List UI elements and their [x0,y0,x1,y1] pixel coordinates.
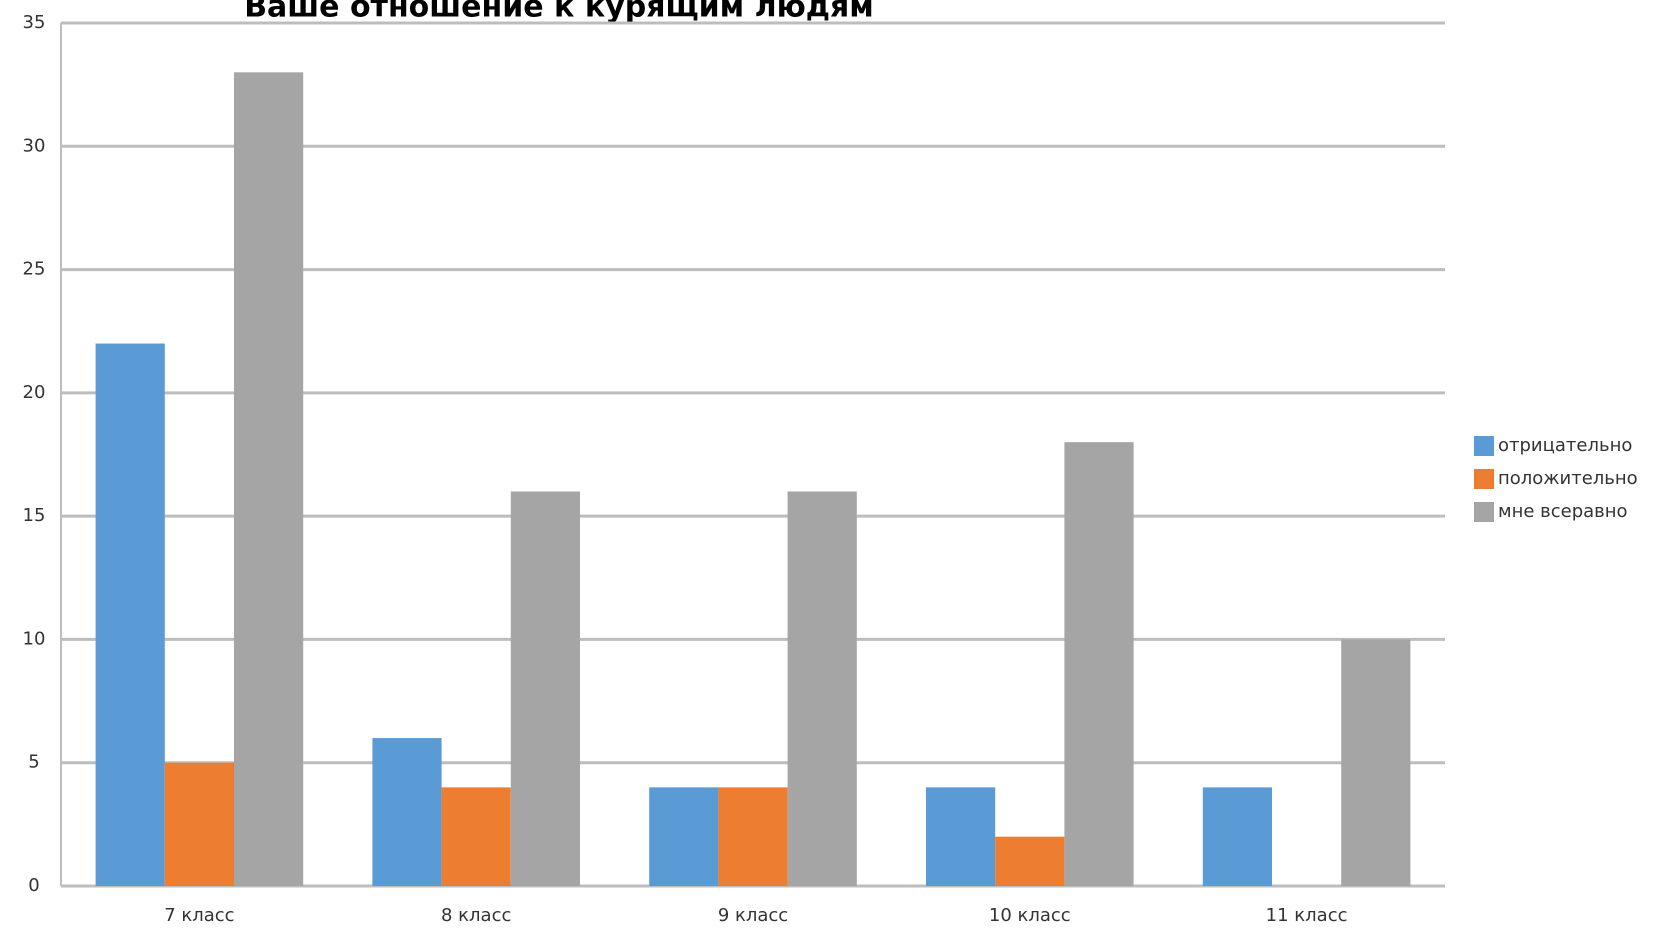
y-tick-label: 15 [23,505,46,526]
bar [787,491,857,886]
bar [1202,787,1272,886]
bar [234,72,304,887]
bar [1064,442,1134,886]
x-tick-label: 10 класс [989,905,1071,926]
bar [718,787,788,886]
y-tick-label: 20 [23,382,46,403]
chart-title: Ваше отношение к курящим людям [244,0,874,25]
legend-swatch [1474,502,1494,522]
y-tick-label: 5 [28,752,39,773]
x-tick-label: 9 класс [718,905,788,926]
y-tick-label: 30 [23,135,46,156]
legend-label: мне всеравно [1498,501,1628,522]
bar [441,787,511,886]
y-tick-label: 0 [28,875,39,896]
legend-label: отрицательно [1498,435,1632,456]
bar [926,787,996,886]
bar [649,787,719,886]
bar [995,836,1065,886]
bar [164,762,234,886]
x-tick-label: 7 класс [164,905,234,926]
bar [1341,639,1411,886]
y-tick-label: 25 [23,259,46,280]
legend-swatch [1474,469,1494,489]
legend-swatch [1474,436,1494,456]
y-tick-label: 35 [23,12,46,33]
y-tick-label: 10 [23,628,46,649]
bar [372,738,442,886]
bar [510,491,580,886]
bar [95,343,165,886]
x-tick-label: 8 класс [441,905,511,926]
legend-label: положительно [1498,468,1638,489]
x-tick-label: 11 класс [1266,905,1348,926]
